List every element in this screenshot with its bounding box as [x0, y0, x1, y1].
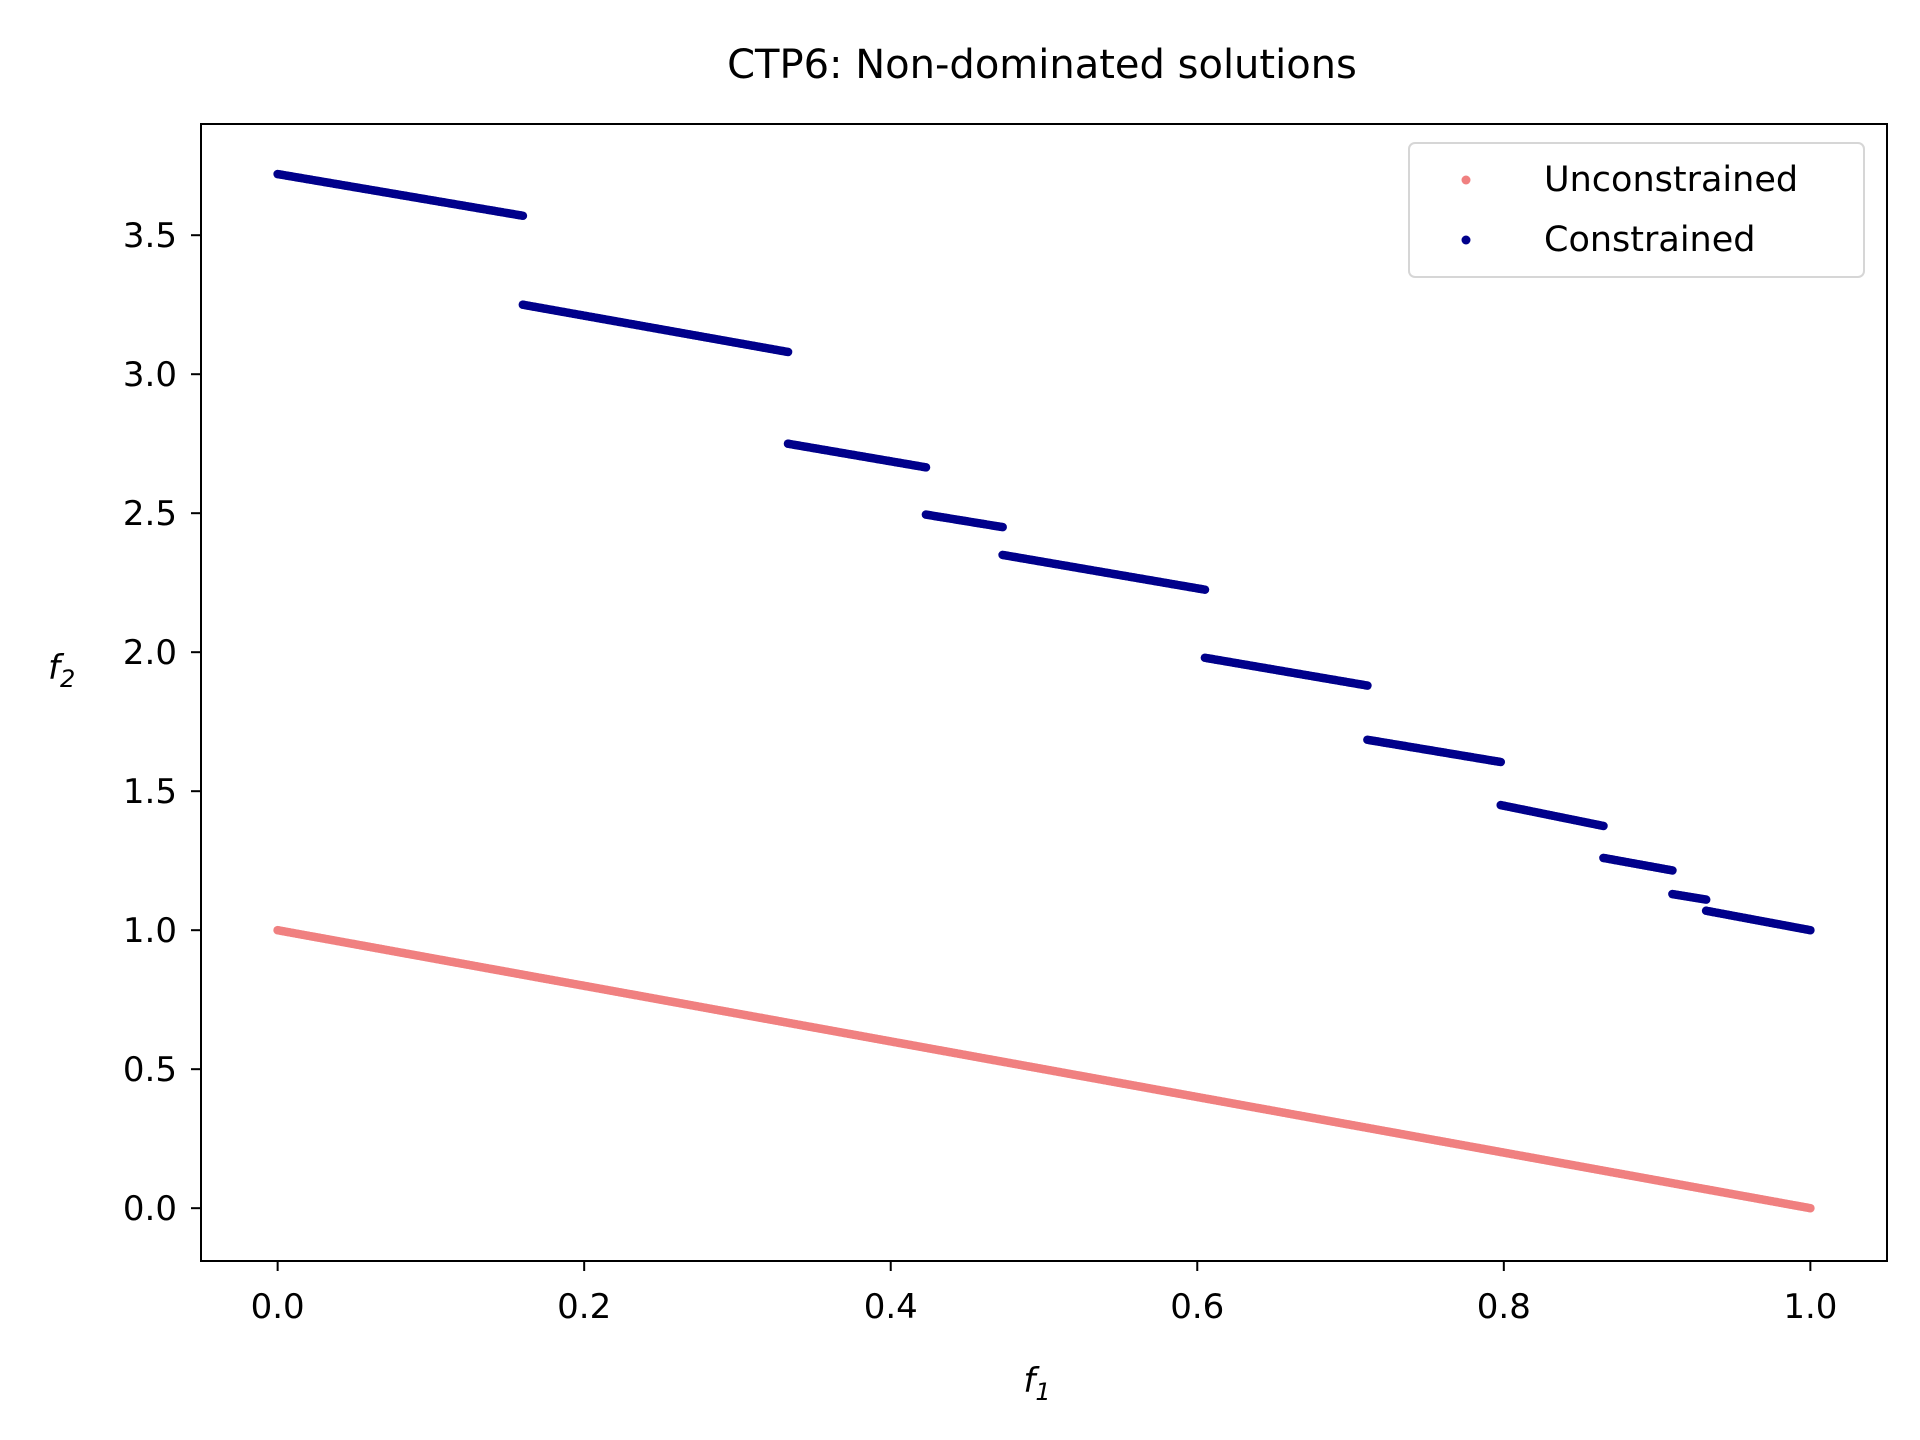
chart-title: CTP6: Non-dominated solutions: [727, 42, 1357, 88]
y-tick-label-0: 0.0: [123, 1189, 177, 1229]
data-point-constrained-0-154: [518, 211, 528, 221]
legend-marker-unconstrained: [1461, 175, 1471, 185]
series-unconstrained: [273, 925, 1815, 1213]
x-tick-label-5: 1.0: [1783, 1287, 1837, 1327]
x-tick-label-3: 0.6: [1170, 1287, 1224, 1327]
data-point-constrained-2-87: [921, 463, 931, 472]
data-point-constrained-3-48: [998, 522, 1007, 532]
data-point-constrained-10-66: [1806, 925, 1815, 935]
legend-box: [1408, 142, 1865, 278]
y-axis-label: f2: [48, 648, 75, 693]
data-point-constrained-6-84: [1496, 757, 1506, 767]
y-tick-label-5: 2.5: [123, 494, 177, 534]
legend-label-unconstrained: Unconstrained: [1544, 160, 1798, 200]
data-point-constrained-1-166: [783, 347, 793, 357]
x-axis-label-sub: 1: [1035, 1378, 1050, 1406]
ticks-layer: 0.0 0.2 0.4 0.6 0.8 1.0 0.0 0.5 1.0 1.5 2.0 2.5 3.0 3…: [123, 216, 1837, 1327]
legend-label-constrained: Constrained: [1544, 220, 1756, 260]
axes-layer: [200, 123, 1888, 1262]
legend: Unconstrained Constrained: [1408, 142, 1865, 278]
y-tick-label-2: 1.0: [123, 911, 177, 951]
y-tick-label-7: 3.5: [123, 216, 177, 256]
y-tick-label-3: 1.5: [123, 772, 177, 812]
plot-frame: [200, 123, 1888, 1262]
series-constrained: [273, 169, 1815, 935]
data-point-constrained-9-22: [1701, 895, 1711, 904]
data-point-constrained-4-127: [1200, 585, 1210, 594]
y-axis-label-sub: 2: [60, 665, 75, 693]
legend-marker-constrained: [1461, 235, 1471, 245]
y-tick-label-4: 2.0: [123, 633, 177, 673]
x-tick-label-4: 0.8: [1477, 1287, 1531, 1327]
x-tick-label-2: 0.4: [864, 1287, 918, 1327]
x-tick-label-1: 0.2: [557, 1287, 611, 1327]
x-tick-label-0: 0.0: [251, 1287, 305, 1327]
data-point-constrained-5-102: [1363, 681, 1372, 690]
data-point-unconstrained-0-958: [1806, 1203, 1815, 1213]
y-tick-label-6: 3.0: [123, 355, 177, 395]
data-point-constrained-7-65: [1599, 821, 1608, 831]
data-point-constrained-8-44: [1668, 866, 1677, 875]
y-tick-label-1: 0.5: [123, 1050, 177, 1090]
axis-labels: f1 f2: [48, 648, 1051, 1406]
plot-area: [273, 169, 1815, 1213]
